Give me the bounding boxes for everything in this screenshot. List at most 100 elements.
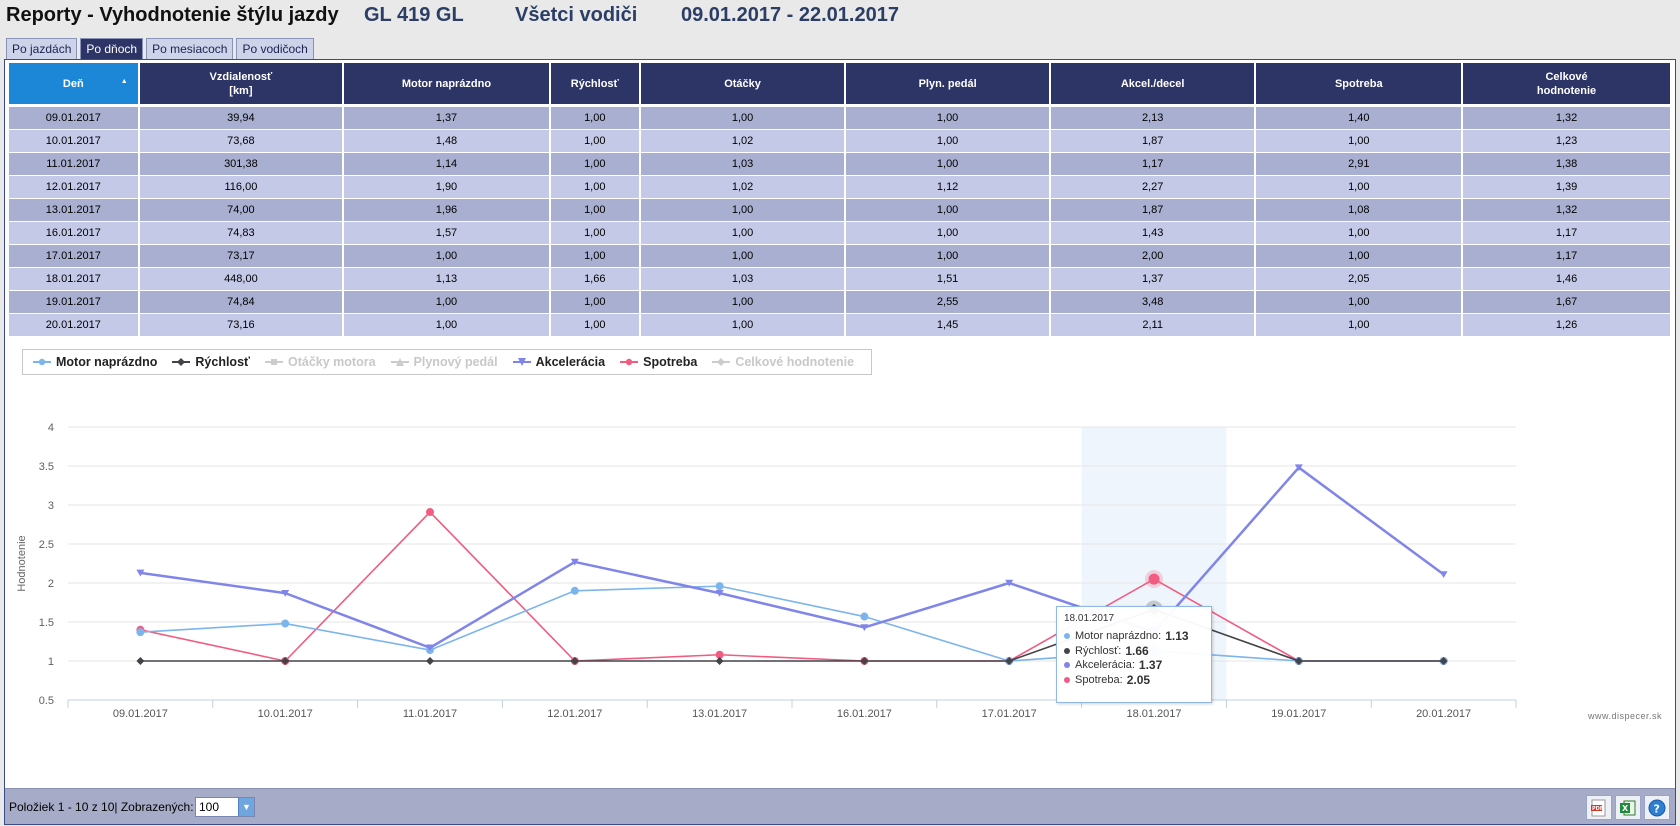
column-header[interactable]: Vzdialenosť [km]: [139, 63, 345, 104]
table-cell: 1,08: [1256, 198, 1464, 221]
table-cell: 1,48: [344, 129, 551, 152]
x-tick-label: 18.01.2017: [1126, 708, 1181, 720]
table-row[interactable]: 13.01.2017 74,00 1,96 1,00 1,00 1,00 1,87 1,08 1…: [9, 198, 1672, 221]
x-tick-label: 13.01.2017: [692, 708, 747, 720]
table-row[interactable]: 12.01.2017 116,00 1,90 1,00 1,02 1,12 2,27 1,00…: [9, 175, 1672, 198]
page-size-select[interactable]: 100 ▼: [195, 797, 255, 817]
legend-label: Plynový pedál: [413, 355, 498, 369]
table-row[interactable]: 20.01.2017 73,16 1,00 1,00 1,00 1,45 2,11 1,00 1…: [9, 313, 1672, 336]
chart-credit[interactable]: www.dispecer.sk: [1587, 711, 1662, 721]
table-cell: 1,00: [1256, 129, 1464, 152]
legend-item[interactable]: Motor naprázdno: [29, 355, 168, 369]
table-row[interactable]: 10.01.2017 73,68 1,48 1,00 1,02 1,00 1,87 1,00 1…: [9, 129, 1672, 152]
data-point: [570, 558, 579, 566]
table-cell: 73,68: [139, 129, 345, 152]
legend-item[interactable]: Celkové hodnotenie: [708, 355, 865, 369]
column-header[interactable]: Spotreba: [1256, 63, 1464, 104]
column-header[interactable]: Plyn. pedál: [846, 63, 1051, 104]
column-header[interactable]: Celkové hodnotenie: [1463, 63, 1672, 104]
data-point: [1005, 657, 1014, 665]
tooltip-row: Akcelerácia: 1.37: [1064, 658, 1204, 673]
legend-item[interactable]: Akcelerácia: [509, 355, 617, 369]
tab-po-mesiacoch[interactable]: Po mesiacoch: [146, 38, 234, 59]
table-cell: 1,00: [550, 129, 641, 152]
legend-item[interactable]: Rýchlosť: [168, 355, 261, 369]
table-cell: 1,00: [550, 104, 641, 129]
column-header-den[interactable]: Deň ▲: [9, 63, 140, 104]
table-cell: 1,00: [550, 313, 641, 336]
table-cell: 1,00: [550, 290, 641, 313]
table-row[interactable]: 18.01.2017 448,00 1,13 1,66 1,03 1,51 1,37 2,05…: [9, 267, 1672, 290]
tooltip-value: 1.13: [1165, 629, 1189, 644]
legend-item[interactable]: Spotreba: [616, 355, 708, 369]
page-size-value: 100: [199, 800, 220, 814]
column-header[interactable]: Otáčky: [640, 63, 847, 104]
x-tick-label: 11.01.2017: [403, 708, 457, 720]
table-header-row: Deň ▲ Vzdialenosť [km] Motor naprázdno Rýchl…: [9, 63, 1672, 104]
data-point: [715, 589, 724, 597]
tooltip-row: Rýchlosť: 1.66: [1064, 644, 1204, 659]
table-row[interactable]: 19.01.2017 74,84 1,00 1,00 1,00 2,55 3,48 1,00 1…: [9, 290, 1672, 313]
table-cell: 1,00: [846, 152, 1051, 175]
help-icon[interactable]: ?: [1644, 795, 1670, 820]
tooltip-value: 2.05: [1126, 672, 1151, 687]
table-row[interactable]: 11.01.2017 301,38 1,14 1,00 1,03 1,00 1,17 2,91…: [9, 152, 1672, 175]
chevron-down-icon[interactable]: ▼: [238, 798, 254, 816]
pdf-icon[interactable]: PDF: [1586, 795, 1612, 820]
table-cell: 1,02: [640, 129, 847, 152]
y-tick-label: 2: [48, 578, 54, 590]
data-point: [860, 612, 869, 621]
table-cell: 1,67: [1463, 290, 1672, 313]
table-cell: 1,00: [640, 104, 847, 129]
legend-label: Otáčky motora: [288, 355, 376, 369]
pager-bar: Položiek 1 - 10 z 10| Zobrazených: 100 ▼…: [5, 788, 1675, 824]
table-cell: 11.01.2017: [9, 152, 140, 175]
table-cell: 1,00: [846, 104, 1051, 129]
excel-icon[interactable]: X: [1615, 795, 1641, 820]
table-cell: 116,00: [139, 175, 345, 198]
x-tick-label: 09.01.2017: [113, 708, 168, 720]
table-cell: 19.01.2017: [9, 290, 140, 313]
series-line: [140, 511, 1444, 662]
column-header[interactable]: Rýchlosť: [550, 63, 641, 104]
series-line: [140, 608, 1444, 662]
series-line: [140, 585, 1444, 662]
y-axis-label: Hodnotenie: [16, 535, 28, 591]
data-point: [570, 657, 579, 665]
table-cell: 1,87: [1050, 198, 1257, 221]
report-panel: Deň ▲ Vzdialenosť [km] Motor naprázdno Rýchl…: [4, 59, 1676, 825]
y-tick-label: 1.5: [39, 617, 54, 629]
table-cell: 1,00: [640, 198, 847, 221]
table-cell: 1,00: [344, 290, 551, 313]
tab-po-jazdach[interactable]: Po jazdách: [6, 38, 78, 59]
column-header[interactable]: Motor naprázdno: [344, 63, 551, 104]
table-cell: 1,02: [640, 175, 847, 198]
table-cell: 1,57: [344, 221, 551, 244]
table-cell: 10.01.2017: [9, 129, 140, 152]
table-cell: 09.01.2017: [9, 104, 140, 129]
table-cell: 73,17: [139, 244, 345, 267]
table-cell: 1,00: [344, 313, 551, 336]
legend-item[interactable]: Otáčky motora: [261, 355, 387, 369]
chart-legend: Motor naprázdno Rýchlosť Otáčky motora Plyn…: [22, 349, 873, 375]
legend-item[interactable]: Plynový pedál: [387, 355, 509, 369]
table-cell: 2,11: [1050, 313, 1257, 336]
tooltip-row: Motor naprázdno: 1.13: [1064, 629, 1204, 644]
table-row[interactable]: 09.01.2017 39,94 1,37 1,00 1,00 1,00 2,13 1,40 1…: [9, 104, 1672, 129]
data-point: [136, 628, 145, 637]
table-cell: 1,00: [550, 244, 641, 267]
table-cell: 1,03: [640, 267, 847, 290]
legend-marker-icon: [33, 358, 51, 366]
legend-marker-icon: [512, 358, 531, 366]
table-cell: 1,00: [640, 313, 847, 336]
data-point: [1148, 573, 1160, 585]
data-point: [1294, 464, 1303, 472]
y-tick-label: 4: [48, 422, 54, 434]
table-row[interactable]: 16.01.2017 74,83 1,57 1,00 1,00 1,00 1,43 1,00 1…: [9, 221, 1672, 244]
tab-po-vodicoch[interactable]: Po vodičoch: [236, 38, 314, 59]
table-row[interactable]: 17.01.2017 73,17 1,00 1,00 1,00 1,00 2,00 1,00 1…: [9, 244, 1672, 267]
column-header[interactable]: Akcel./decel: [1050, 63, 1257, 104]
legend-marker-icon: [712, 358, 731, 366]
tab-po-dnoch[interactable]: Po dňoch: [80, 38, 144, 59]
table-cell: 73,16: [139, 313, 345, 336]
